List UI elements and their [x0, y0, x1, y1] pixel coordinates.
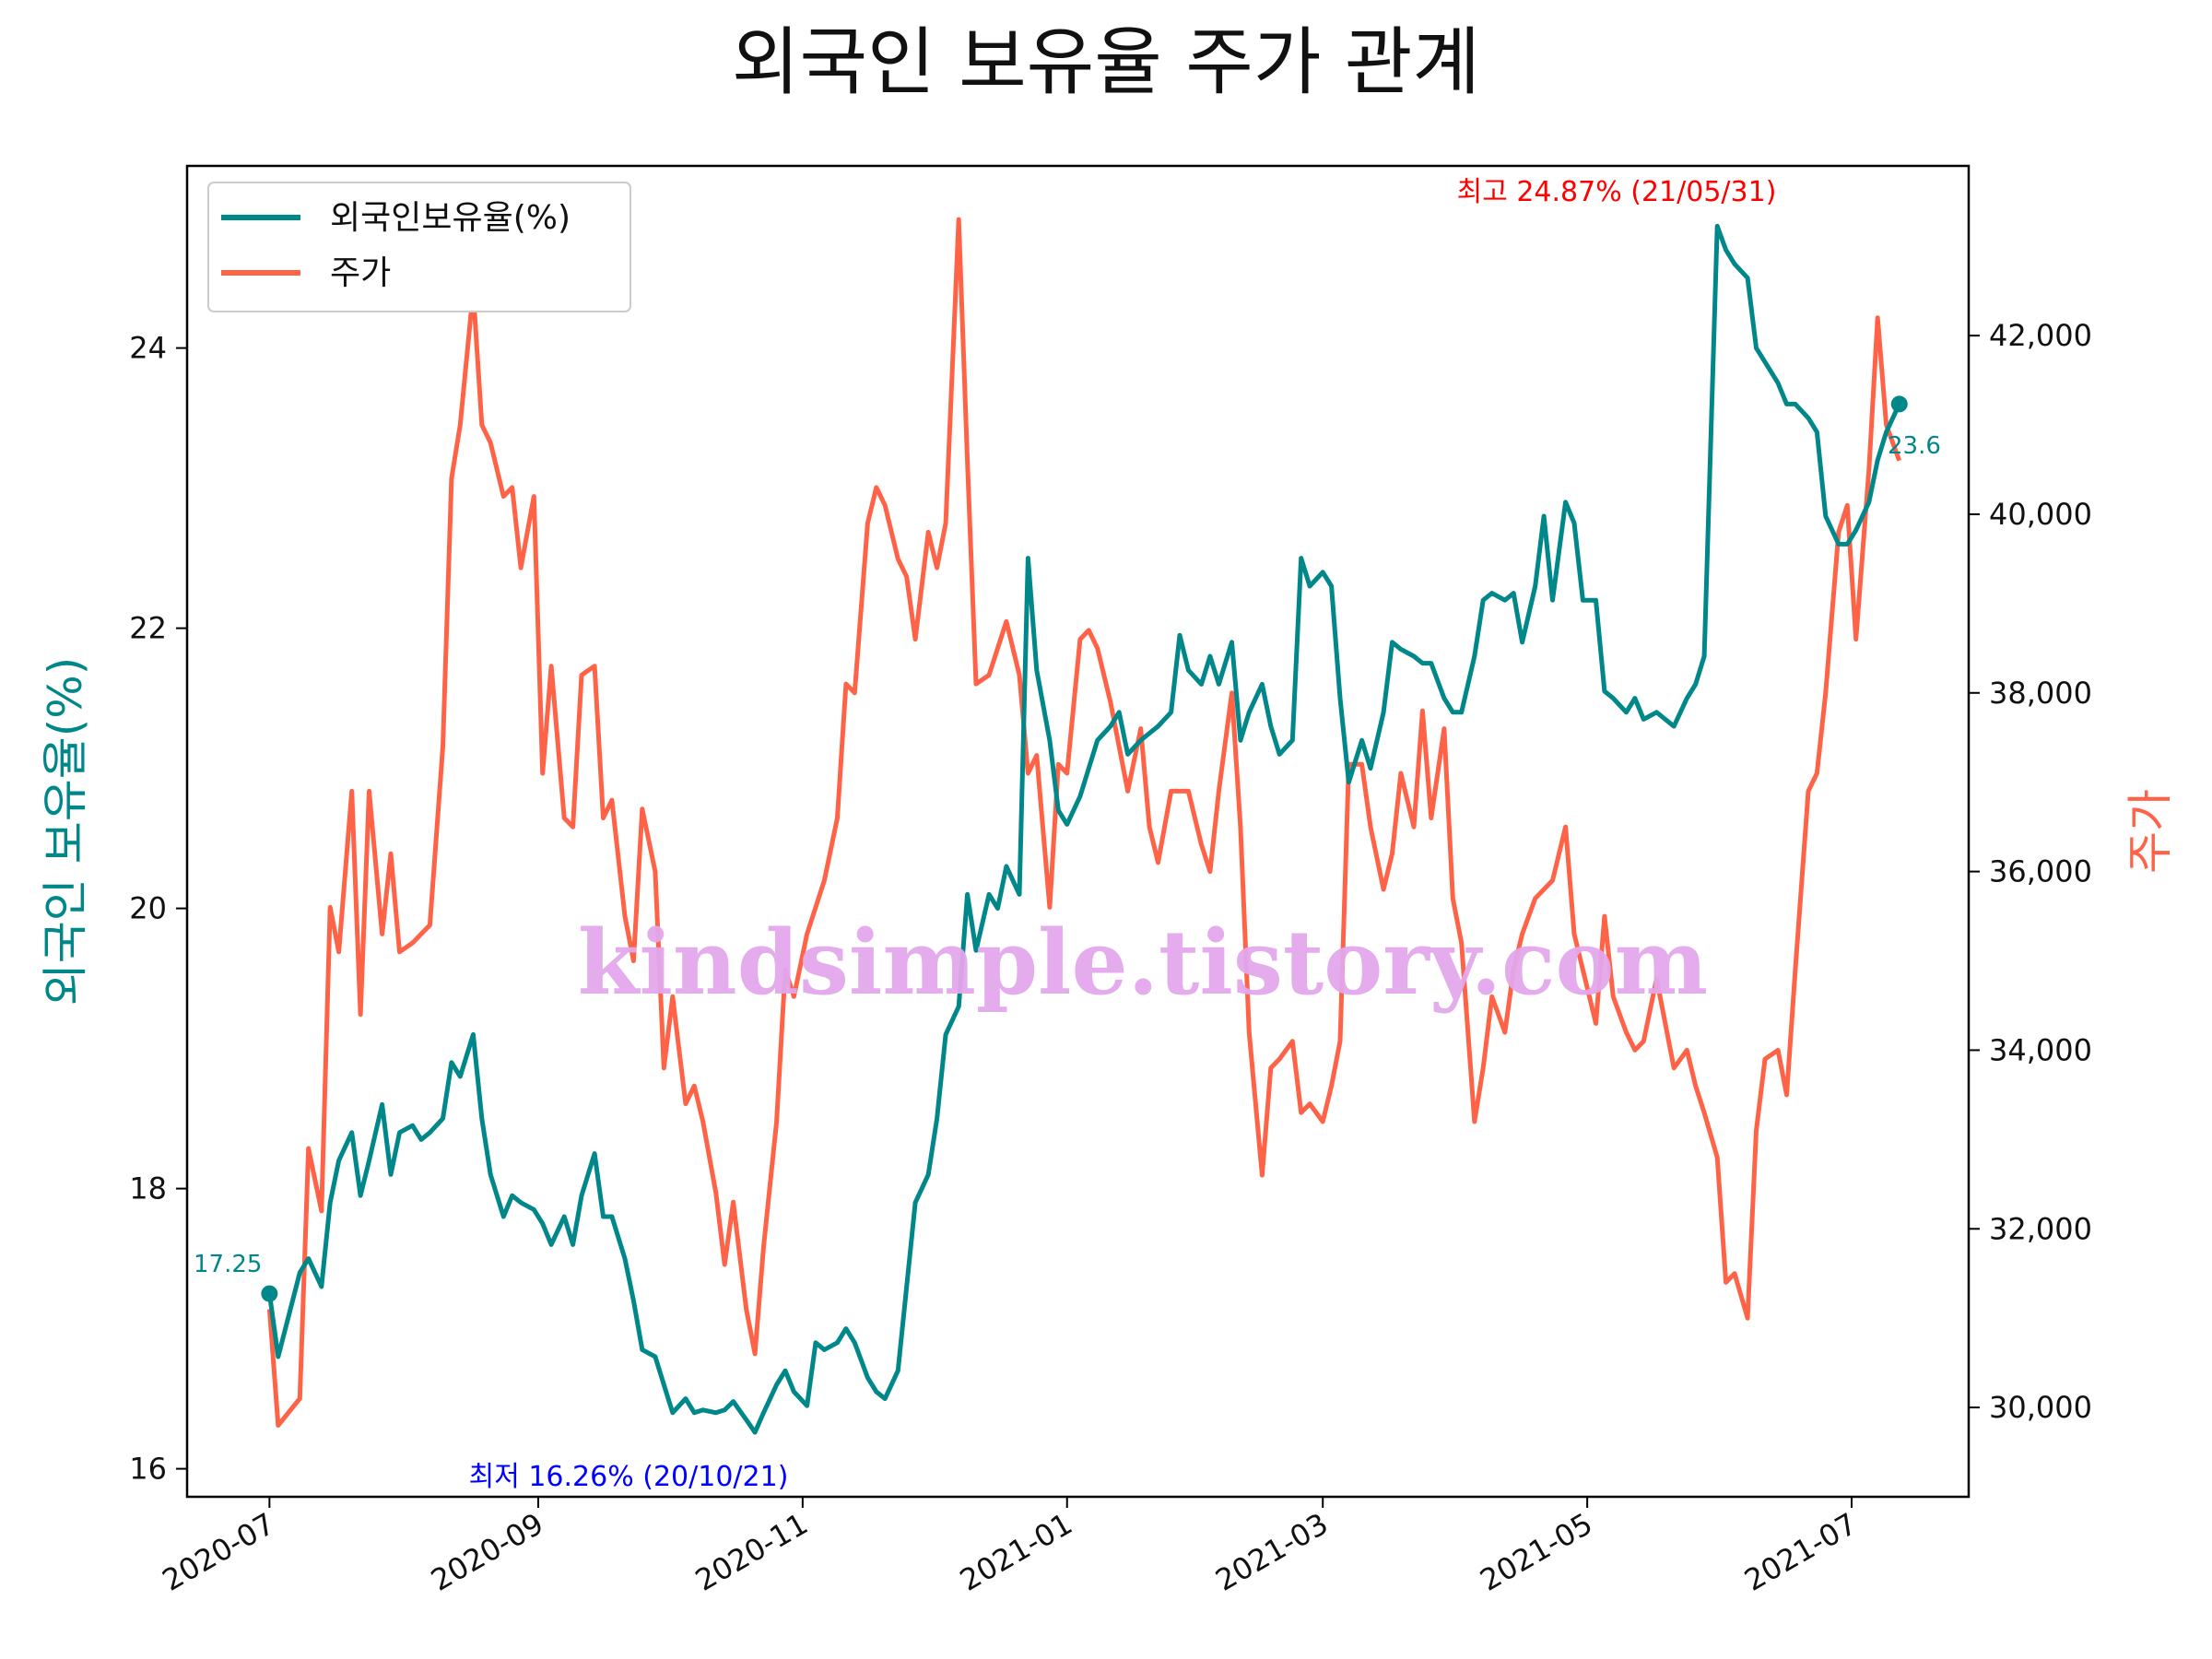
- y-right-tick-label: 30,000: [1989, 1390, 2092, 1425]
- legend-label-price: 주가: [330, 254, 391, 292]
- legend-label-foreign: 외국인보유율(%): [330, 199, 571, 237]
- legend-box: [207, 182, 631, 312]
- min-annotation: 최저 16.26% (20/10/21): [469, 1461, 789, 1493]
- y-axis-left-label: 외국인 보유율(%): [39, 657, 92, 1006]
- y-left-tick-label: 20: [129, 891, 167, 926]
- max-annotation: 최고 24.87% (21/05/31): [1457, 176, 1777, 208]
- watermark-text: kindsimple.tistory.com: [578, 911, 1708, 1015]
- end-value-label: 23.6: [1888, 432, 1941, 460]
- chart-title: 외국인 보유율 주가 관계: [732, 19, 1480, 105]
- y-axis-left: 16 18 20 22 24: [129, 331, 187, 1487]
- series-line-foreign: [266, 223, 1901, 1435]
- y-left-tick-label: 16: [129, 1452, 167, 1487]
- y-right-tick-label: 34,000: [1989, 1032, 2092, 1067]
- series-line-price: [266, 217, 1902, 1428]
- plot-frame: [185, 164, 1971, 1499]
- y-right-tick-label: 32,000: [1989, 1211, 2092, 1246]
- y-axis-right: 30,000 32,000 34,000 36,000 38,000 40,000 42,0…: [1969, 318, 2092, 1425]
- legend: 외국인보유율(%) 주가: [207, 182, 631, 312]
- start-marker: [261, 1285, 278, 1302]
- y-right-tick-label: 38,000: [1989, 676, 2092, 711]
- y-right-tick-label: 42,000: [1989, 318, 2092, 353]
- start-value-label: 17.25: [194, 1251, 262, 1278]
- y-right-tick-label: 40,000: [1989, 497, 2092, 532]
- y-left-tick-label: 18: [129, 1171, 167, 1206]
- series-layer: [261, 217, 1908, 1435]
- end-marker: [1890, 395, 1908, 413]
- y-left-tick-label: 22: [129, 611, 167, 646]
- y-left-tick-label: 24: [129, 331, 167, 366]
- y-axis-right-label: 주가: [2124, 789, 2177, 874]
- y-right-tick-label: 36,000: [1989, 854, 2092, 889]
